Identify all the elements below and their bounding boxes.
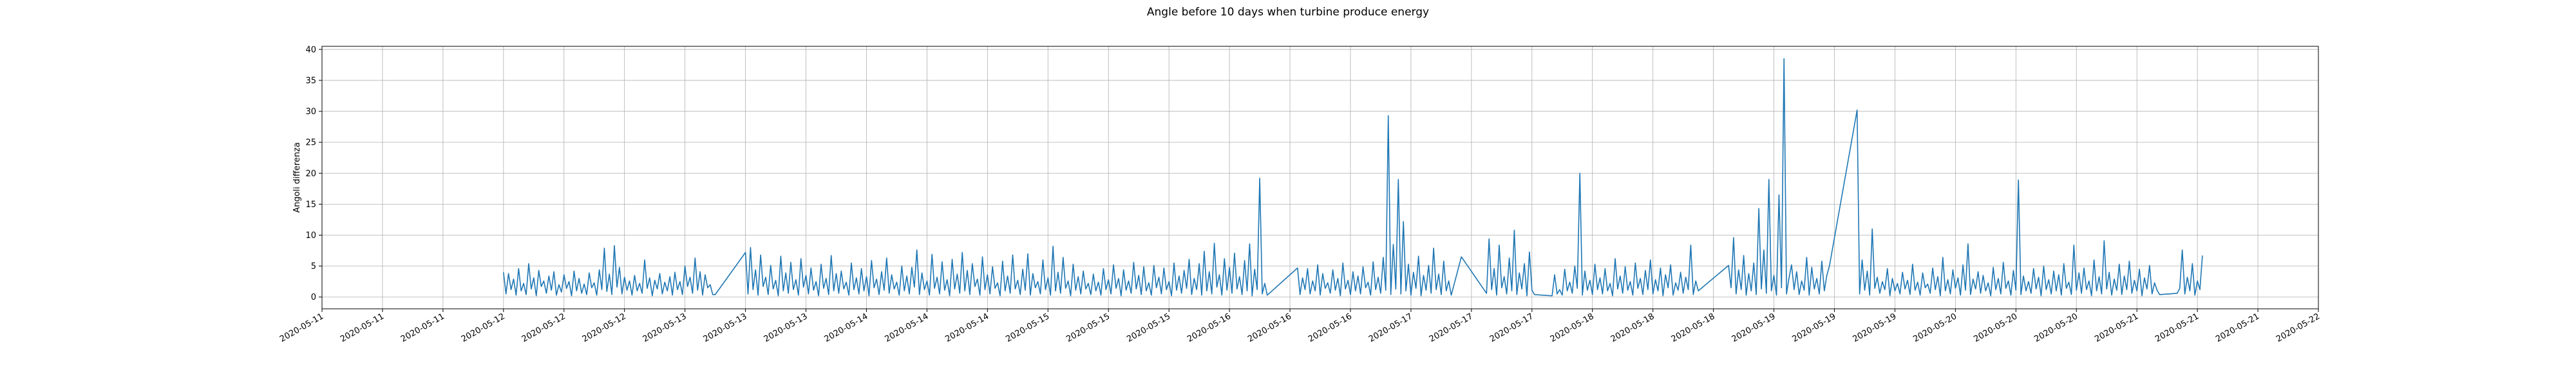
x-tick-label: 2020-05-11 (278, 311, 325, 344)
x-tick-label: 2020-05-19 (1791, 311, 1838, 344)
y-tick-label: 40 (305, 45, 316, 55)
y-tick-label: 25 (305, 138, 316, 148)
x-tick-label: 2020-05-16 (1186, 311, 1233, 344)
x-tick-label: 2020-05-22 (2275, 311, 2322, 344)
x-tick-label: 2020-05-14 (883, 311, 930, 344)
x-tick-label: 2020-05-14 (943, 311, 990, 344)
x-tick-label: 2020-05-19 (1730, 311, 1777, 344)
y-tick-label: 20 (305, 169, 316, 179)
x-tick-label: 2020-05-18 (1609, 311, 1656, 344)
x-tick-label: 2020-05-15 (1004, 311, 1051, 344)
y-tick-label: 15 (305, 200, 316, 210)
x-tick-label: 2020-05-17 (1488, 311, 1535, 344)
x-tick-label: 2020-05-19 (1851, 311, 1898, 344)
x-axis-ticks: 2020-05-11 2020-05-11 2020-05-11 2020-05-12… (278, 309, 2322, 344)
x-tick-label: 2020-05-12 (520, 311, 567, 344)
y-tick-label: 0 (311, 293, 316, 302)
x-tick-label: 2020-05-14 (823, 311, 870, 344)
x-tick-label: 2020-05-21 (2214, 311, 2261, 344)
x-tick-label: 2020-05-12 (581, 311, 628, 344)
x-tick-label: 2020-05-16 (1246, 311, 1293, 344)
y-tick-label: 5 (311, 262, 316, 271)
x-tick-label: 2020-05-17 (1367, 311, 1414, 344)
x-tick-label: 2020-05-13 (762, 311, 810, 344)
x-tick-label: 2020-05-15 (1065, 311, 1112, 344)
x-tick-label: 2020-05-13 (641, 311, 688, 344)
series-line (503, 58, 2203, 297)
x-tick-label: 2020-05-20 (1911, 311, 1958, 344)
x-tick-label: 2020-05-11 (339, 311, 386, 344)
y-tick-label: 30 (305, 107, 316, 117)
plot-frame (321, 46, 2319, 309)
chart-title: Angle before 10 days when turbine produc… (1147, 6, 1429, 19)
x-tick-label: 2020-05-11 (399, 311, 446, 344)
x-tick-label: 2020-05-20 (2032, 311, 2079, 344)
x-tick-label: 2020-05-16 (1307, 311, 1354, 344)
y-axis-ticks: 0 5 10 15 20 25 30 35 40 (305, 45, 322, 302)
y-tick-label: 35 (305, 76, 316, 86)
x-tick-label: 2020-05-18 (1670, 311, 1717, 344)
x-tick-label: 2020-05-21 (2093, 311, 2140, 344)
x-tick-label: 2020-05-12 (460, 311, 507, 344)
x-tick-label: 2020-05-13 (702, 311, 749, 344)
x-tick-label: 2020-05-18 (1549, 311, 1596, 344)
x-tick-label: 2020-05-17 (1428, 311, 1475, 344)
y-gridlines (322, 49, 2318, 298)
y-axis-label: Angoli differenza (292, 142, 302, 213)
x-tick-label: 2020-05-20 (1972, 311, 2019, 344)
x-tick-label: 2020-05-15 (1125, 311, 1172, 344)
x-tick-label: 2020-05-21 (2154, 311, 2201, 344)
x-gridlines (321, 46, 2319, 309)
y-tick-label: 10 (305, 231, 316, 241)
